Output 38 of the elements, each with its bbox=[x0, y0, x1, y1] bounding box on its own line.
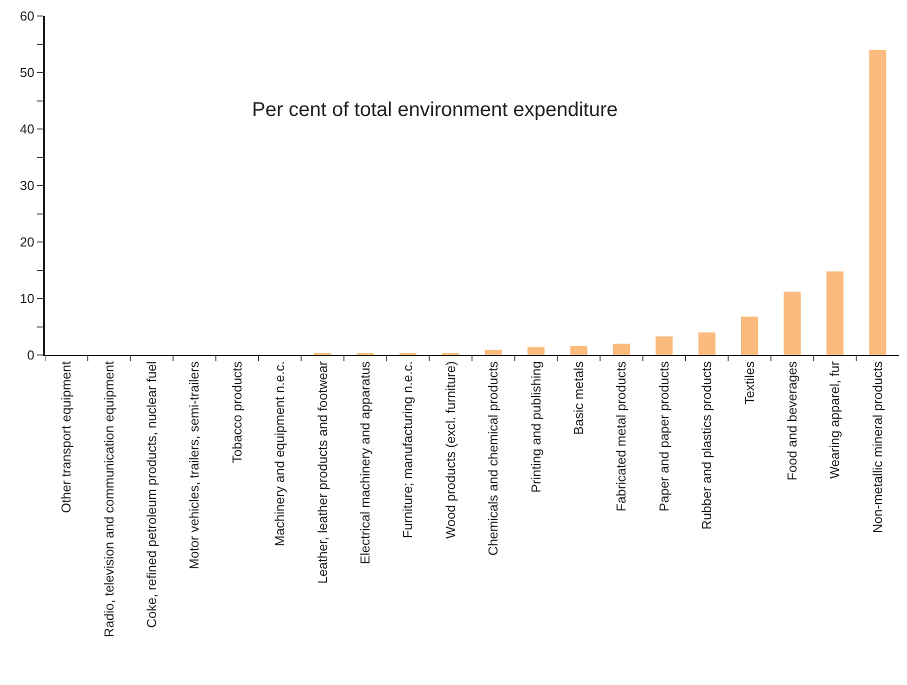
bar bbox=[784, 292, 801, 355]
y-tick-label: 20 bbox=[20, 234, 34, 250]
x-tick-label: Wearing apparel, fur bbox=[827, 360, 842, 479]
x-tick-label: Other transport equipment bbox=[58, 360, 74, 513]
x-tick-label: Furniture; manufacturing n.e.c. bbox=[400, 361, 416, 538]
x-tick-label: Radio, television and communication equipment bbox=[101, 360, 116, 638]
y-tick-label: 50 bbox=[20, 65, 34, 80]
x-tick-label: Rubber and plastics products bbox=[699, 360, 714, 530]
y-tick-label: 0 bbox=[27, 348, 34, 363]
x-tick-label: Non-metallic mineral products bbox=[870, 360, 885, 534]
bar bbox=[869, 50, 886, 355]
x-tick-label: Food and beverages bbox=[784, 360, 800, 480]
y-tick-label: 40 bbox=[20, 122, 34, 137]
x-tick-label: Textiles bbox=[742, 360, 757, 405]
bar bbox=[698, 332, 716, 355]
x-tick-label: Coke, refined petroleum products, nuclear fuel bbox=[144, 361, 159, 628]
bar bbox=[826, 271, 844, 355]
bar bbox=[528, 347, 545, 355]
x-tick-label: Printing and publishing bbox=[528, 361, 544, 493]
x-tick-label: Leather, leather products and footwear bbox=[314, 360, 330, 584]
x-tick-label: Chemicals and chemical products bbox=[486, 360, 501, 556]
x-tick-label: Paper and paper products bbox=[656, 360, 672, 512]
bar bbox=[570, 346, 588, 355]
y-tick-label: 30 bbox=[20, 178, 34, 194]
x-tick-label: Electrical machinery and apparatus bbox=[357, 360, 372, 564]
x-tick-label: Motor vehicles, trailers, semi-trailers bbox=[186, 360, 202, 570]
y-tick-label: 10 bbox=[20, 291, 34, 306]
y-tick-label: 60 bbox=[20, 8, 34, 24]
x-tick-label: Wood products (excl. furniture) bbox=[442, 361, 458, 539]
x-tick-label: Machinery and equipment n.e.c. bbox=[272, 361, 288, 546]
bar bbox=[612, 344, 630, 355]
bar bbox=[484, 350, 502, 355]
bar bbox=[656, 336, 673, 355]
bar bbox=[741, 316, 758, 355]
annotation: Per cent of total environment expenditure bbox=[252, 99, 618, 121]
x-tick-label: Fabricated metal products bbox=[614, 360, 629, 512]
x-tick-label: Basic metals bbox=[570, 360, 586, 435]
x-tick-label: Tobacco products bbox=[229, 360, 244, 464]
